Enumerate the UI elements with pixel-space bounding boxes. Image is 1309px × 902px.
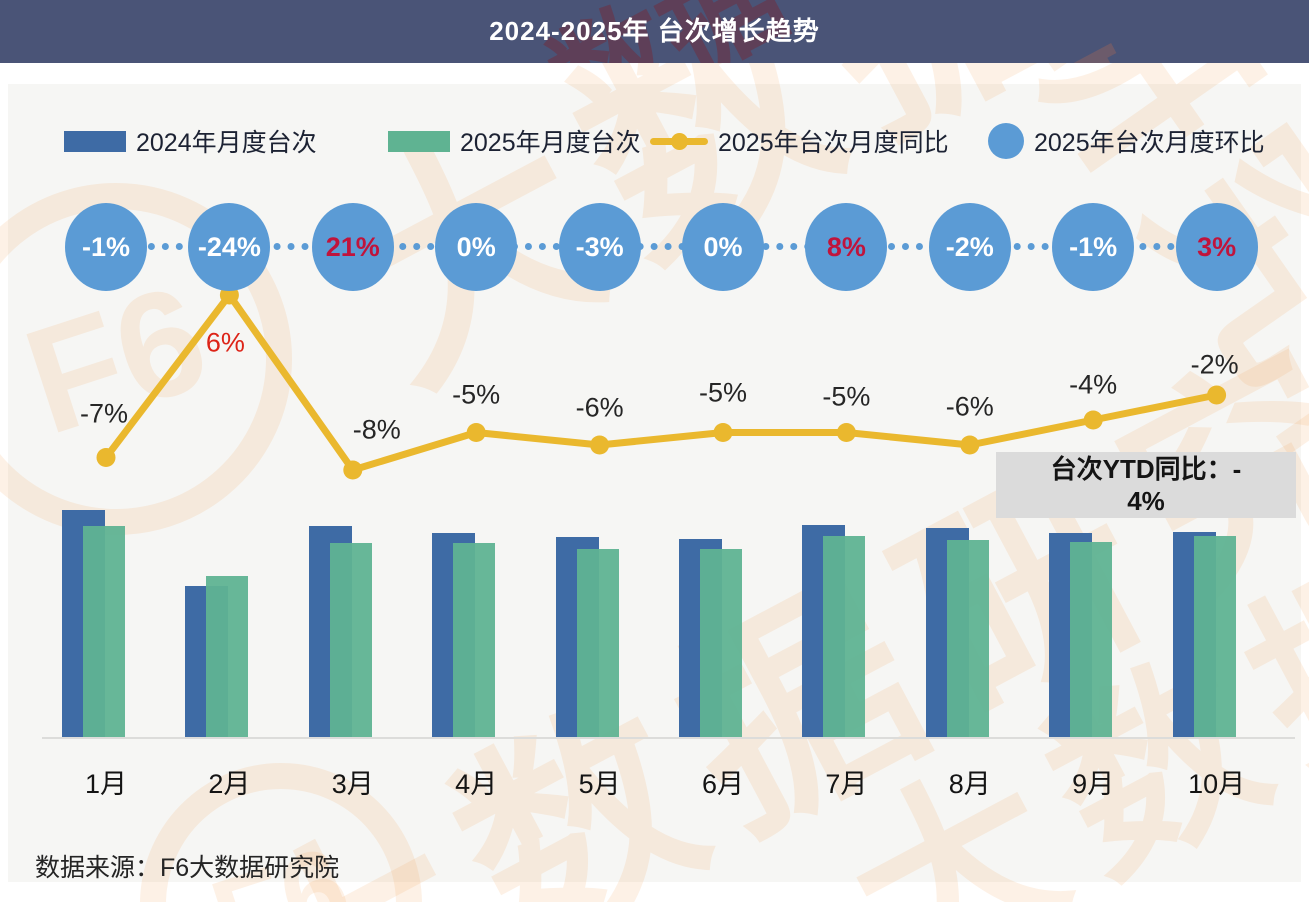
mom-circle: 21% [311,203,394,291]
mom-circle: -2% [928,203,1011,291]
yoy-line-marker [1207,385,1227,405]
dotted-connector-icon [106,243,1217,250]
month-label: 8月 [948,769,991,799]
mom-circle: -3% [558,203,641,291]
yoy-line-marker [960,435,980,455]
legend-item: 2025年台次月度同比 [650,121,949,161]
legend-label: 2024年月度台次 [136,129,317,157]
title-bar: 大数据 研究院 2024-2025年 台次增长趋势 [0,0,1309,63]
yoy-line-marker [836,423,856,442]
month-label: 1月 [84,769,128,799]
legend-circle-swatch-icon [988,123,1024,159]
bar-2025 [823,536,866,737]
month-label: 3月 [331,769,374,799]
yoy-value-label: -2% [1190,349,1239,380]
bar-2025 [83,526,125,737]
bar-2025 [700,549,742,737]
legend-item: 2025年台次月度环比 [988,121,1265,161]
yoy-value-label: -7% [79,398,129,428]
month-label: 6月 [701,769,745,799]
legend-item: 2024年月度台次 [64,121,317,161]
yoy-value-label: -5% [822,381,871,411]
legend-item: 2025年月度台次 [388,121,641,161]
yoy-value-label: -4% [1069,369,1118,400]
bar-2025 [329,543,372,737]
yoy-value-label: -5% [452,379,501,409]
bar-2025 [946,540,989,737]
month-label: 10月 [1188,769,1246,799]
legend-label: 2025年月度台次 [460,129,641,157]
mom-circle: 0% [682,203,764,291]
mom-circle: 3% [1175,203,1258,291]
bar-2025 [206,576,249,737]
month-label: 5月 [578,769,621,799]
yoy-value-label: 6% [205,327,245,358]
mom-circle: -1% [65,203,147,291]
month-label: 2月 [208,769,251,799]
legend-label: 2025年台次月度环比 [1034,129,1265,157]
month-label: 7月 [825,769,868,799]
yoy-line-marker [713,423,733,442]
bar-2025 [1070,542,1113,737]
legend-line-swatch-icon [650,132,708,150]
mom-circle: 0% [435,203,518,291]
yoy-line-marker [1083,410,1103,430]
legend-bar-swatch-icon [388,130,450,152]
legend-label: 2025年台次月度同比 [718,129,949,157]
month-label: 4月 [455,769,498,799]
legend-bar-swatch-icon [64,130,126,152]
bar-2025 [1193,536,1236,737]
x-axis-line [42,737,1295,739]
mom-circle: 8% [805,203,888,291]
mom-circle: -1% [1052,203,1135,291]
mom-circle: -24% [188,203,271,291]
yoy-value-label: -6% [575,392,624,423]
bar-2025 [576,549,619,737]
yoy-line-marker [96,448,116,467]
month-label: 9月 [1072,769,1115,799]
yoy-line-marker [343,460,363,480]
bar-2025 [453,543,496,737]
data-source-note: 数据来源：F6大数据研究院 [35,854,340,882]
yoy-value-label: -5% [698,377,748,407]
ytd-annotation: 台次YTD同比：- 4% [996,452,1296,518]
page-title: 2024-2025年 台次增长趋势 [489,16,820,46]
yoy-line-marker [590,435,610,455]
yoy-value-label: -8% [352,414,401,445]
yoy-value-label: -6% [945,391,994,422]
yoy-line [102,291,1221,474]
yoy-line-marker [466,423,486,442]
